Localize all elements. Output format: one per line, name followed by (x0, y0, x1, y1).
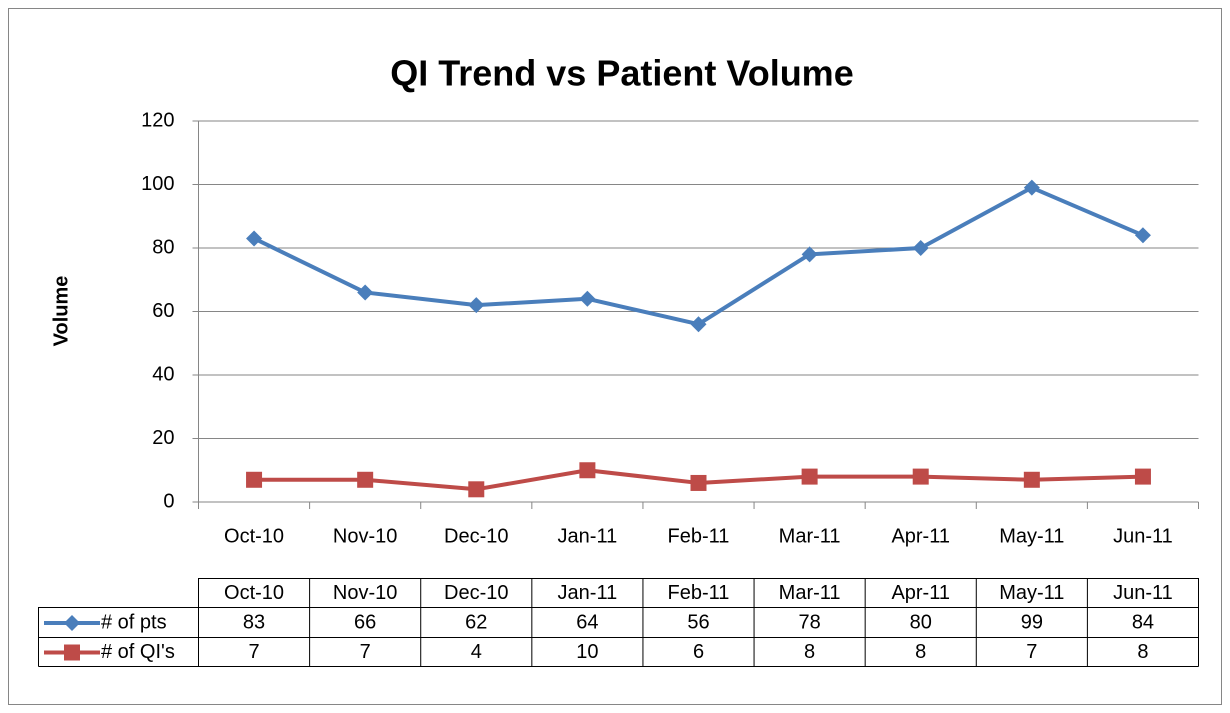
x-tick-label: Mar-11 (779, 525, 841, 547)
y-tick-label: 100 (141, 173, 174, 195)
y-tick-label: 0 (163, 490, 174, 512)
marker (912, 240, 929, 256)
x-tick-label: Apr-11 (891, 525, 950, 547)
x-tick-label: Jun-11 (1113, 525, 1173, 547)
marker (64, 644, 80, 661)
marker (579, 462, 596, 479)
y-tick-label: 80 (152, 236, 174, 258)
marker (1134, 468, 1151, 485)
marker (357, 284, 374, 301)
marker (468, 297, 485, 314)
table-value: 7 (248, 641, 259, 663)
marker (1023, 179, 1040, 196)
table-value: 10 (576, 641, 598, 663)
marker (246, 471, 263, 488)
y-tick-label: 40 (152, 363, 174, 385)
table-header: Nov-10 (333, 582, 397, 604)
table-header: Oct-10 (224, 582, 284, 604)
y-tick-label: 60 (152, 300, 174, 322)
marker (912, 468, 929, 485)
marker (1023, 471, 1040, 488)
marker (468, 481, 485, 498)
chart-border (8, 8, 1222, 705)
table-header: Apr-11 (891, 582, 950, 604)
table-value: 56 (687, 611, 709, 633)
table-header: Jun-11 (1113, 582, 1173, 604)
marker (690, 474, 707, 491)
table-value: 64 (576, 611, 598, 633)
x-tick-label: Feb-11 (668, 525, 730, 547)
table-value: 66 (354, 611, 376, 633)
table-value: 8 (915, 641, 926, 663)
table-value: 8 (1137, 641, 1148, 663)
marker (801, 468, 818, 485)
x-tick-label: Dec-10 (444, 525, 508, 547)
table-value: 83 (243, 611, 265, 633)
x-tick-label: May-11 (999, 525, 1064, 547)
table-value: 4 (471, 641, 482, 663)
marker (246, 230, 263, 247)
table-value: 6 (693, 641, 704, 663)
chart-title: QI Trend vs Patient Volume (390, 53, 853, 94)
table-header: Dec-10 (444, 582, 508, 604)
y-tick-label: 20 (152, 427, 174, 449)
table-header: Jan-11 (558, 582, 618, 604)
table-value: 84 (1132, 611, 1154, 633)
table-header: Mar-11 (779, 582, 841, 604)
table-value: 8 (804, 641, 815, 663)
marker (1134, 227, 1151, 244)
marker (579, 290, 596, 307)
table-value: 99 (1021, 611, 1043, 633)
y-axis-label: Volume (50, 276, 72, 347)
marker (357, 471, 374, 488)
y-tick-label: 120 (141, 109, 174, 131)
x-tick-label: Jan-11 (558, 525, 618, 547)
legend-label: # of pts (101, 611, 167, 633)
table-header: Feb-11 (668, 582, 730, 604)
marker (801, 246, 818, 263)
x-tick-label: Oct-10 (224, 525, 284, 547)
table-value: 7 (1026, 641, 1037, 663)
table-value: 80 (910, 611, 932, 633)
table-header: May-11 (999, 582, 1064, 604)
table-value: 62 (465, 611, 487, 633)
marker (690, 316, 707, 333)
x-tick-label: Nov-10 (333, 525, 397, 547)
table-value: 78 (798, 611, 820, 633)
legend-label: # of QI's (101, 641, 175, 663)
table-value: 7 (360, 641, 371, 663)
marker (64, 615, 80, 631)
